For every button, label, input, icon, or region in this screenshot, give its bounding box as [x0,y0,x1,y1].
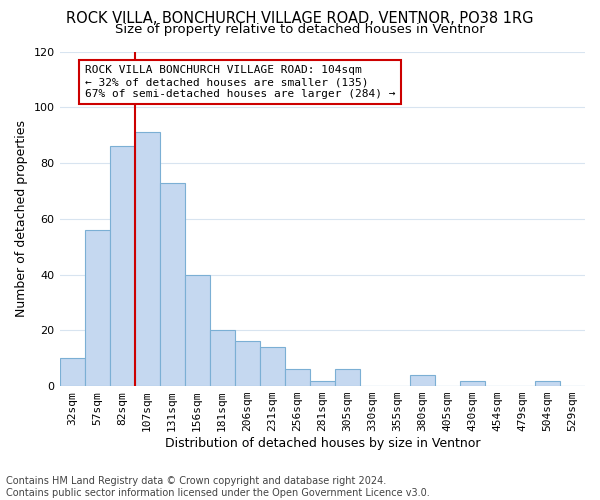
Text: ROCK VILLA BONCHURCH VILLAGE ROAD: 104sqm
← 32% of detached houses are smaller (: ROCK VILLA BONCHURCH VILLAGE ROAD: 104sq… [85,66,395,98]
Bar [460,380,485,386]
Bar [134,132,160,386]
Bar [59,358,85,386]
Bar [85,230,110,386]
Text: Size of property relative to detached houses in Ventnor: Size of property relative to detached ho… [115,22,485,36]
Bar [260,347,285,386]
Bar [185,274,209,386]
Bar [235,342,260,386]
Text: ROCK VILLA, BONCHURCH VILLAGE ROAD, VENTNOR, PO38 1RG: ROCK VILLA, BONCHURCH VILLAGE ROAD, VENT… [66,11,534,26]
Bar [310,380,335,386]
Bar [110,146,134,386]
Y-axis label: Number of detached properties: Number of detached properties [15,120,28,318]
Bar [160,182,185,386]
X-axis label: Distribution of detached houses by size in Ventnor: Distribution of detached houses by size … [164,437,480,450]
Bar [335,370,360,386]
Bar [410,375,435,386]
Bar [209,330,235,386]
Bar [285,370,310,386]
Bar [535,380,560,386]
Text: Contains HM Land Registry data © Crown copyright and database right 2024.
Contai: Contains HM Land Registry data © Crown c… [6,476,430,498]
